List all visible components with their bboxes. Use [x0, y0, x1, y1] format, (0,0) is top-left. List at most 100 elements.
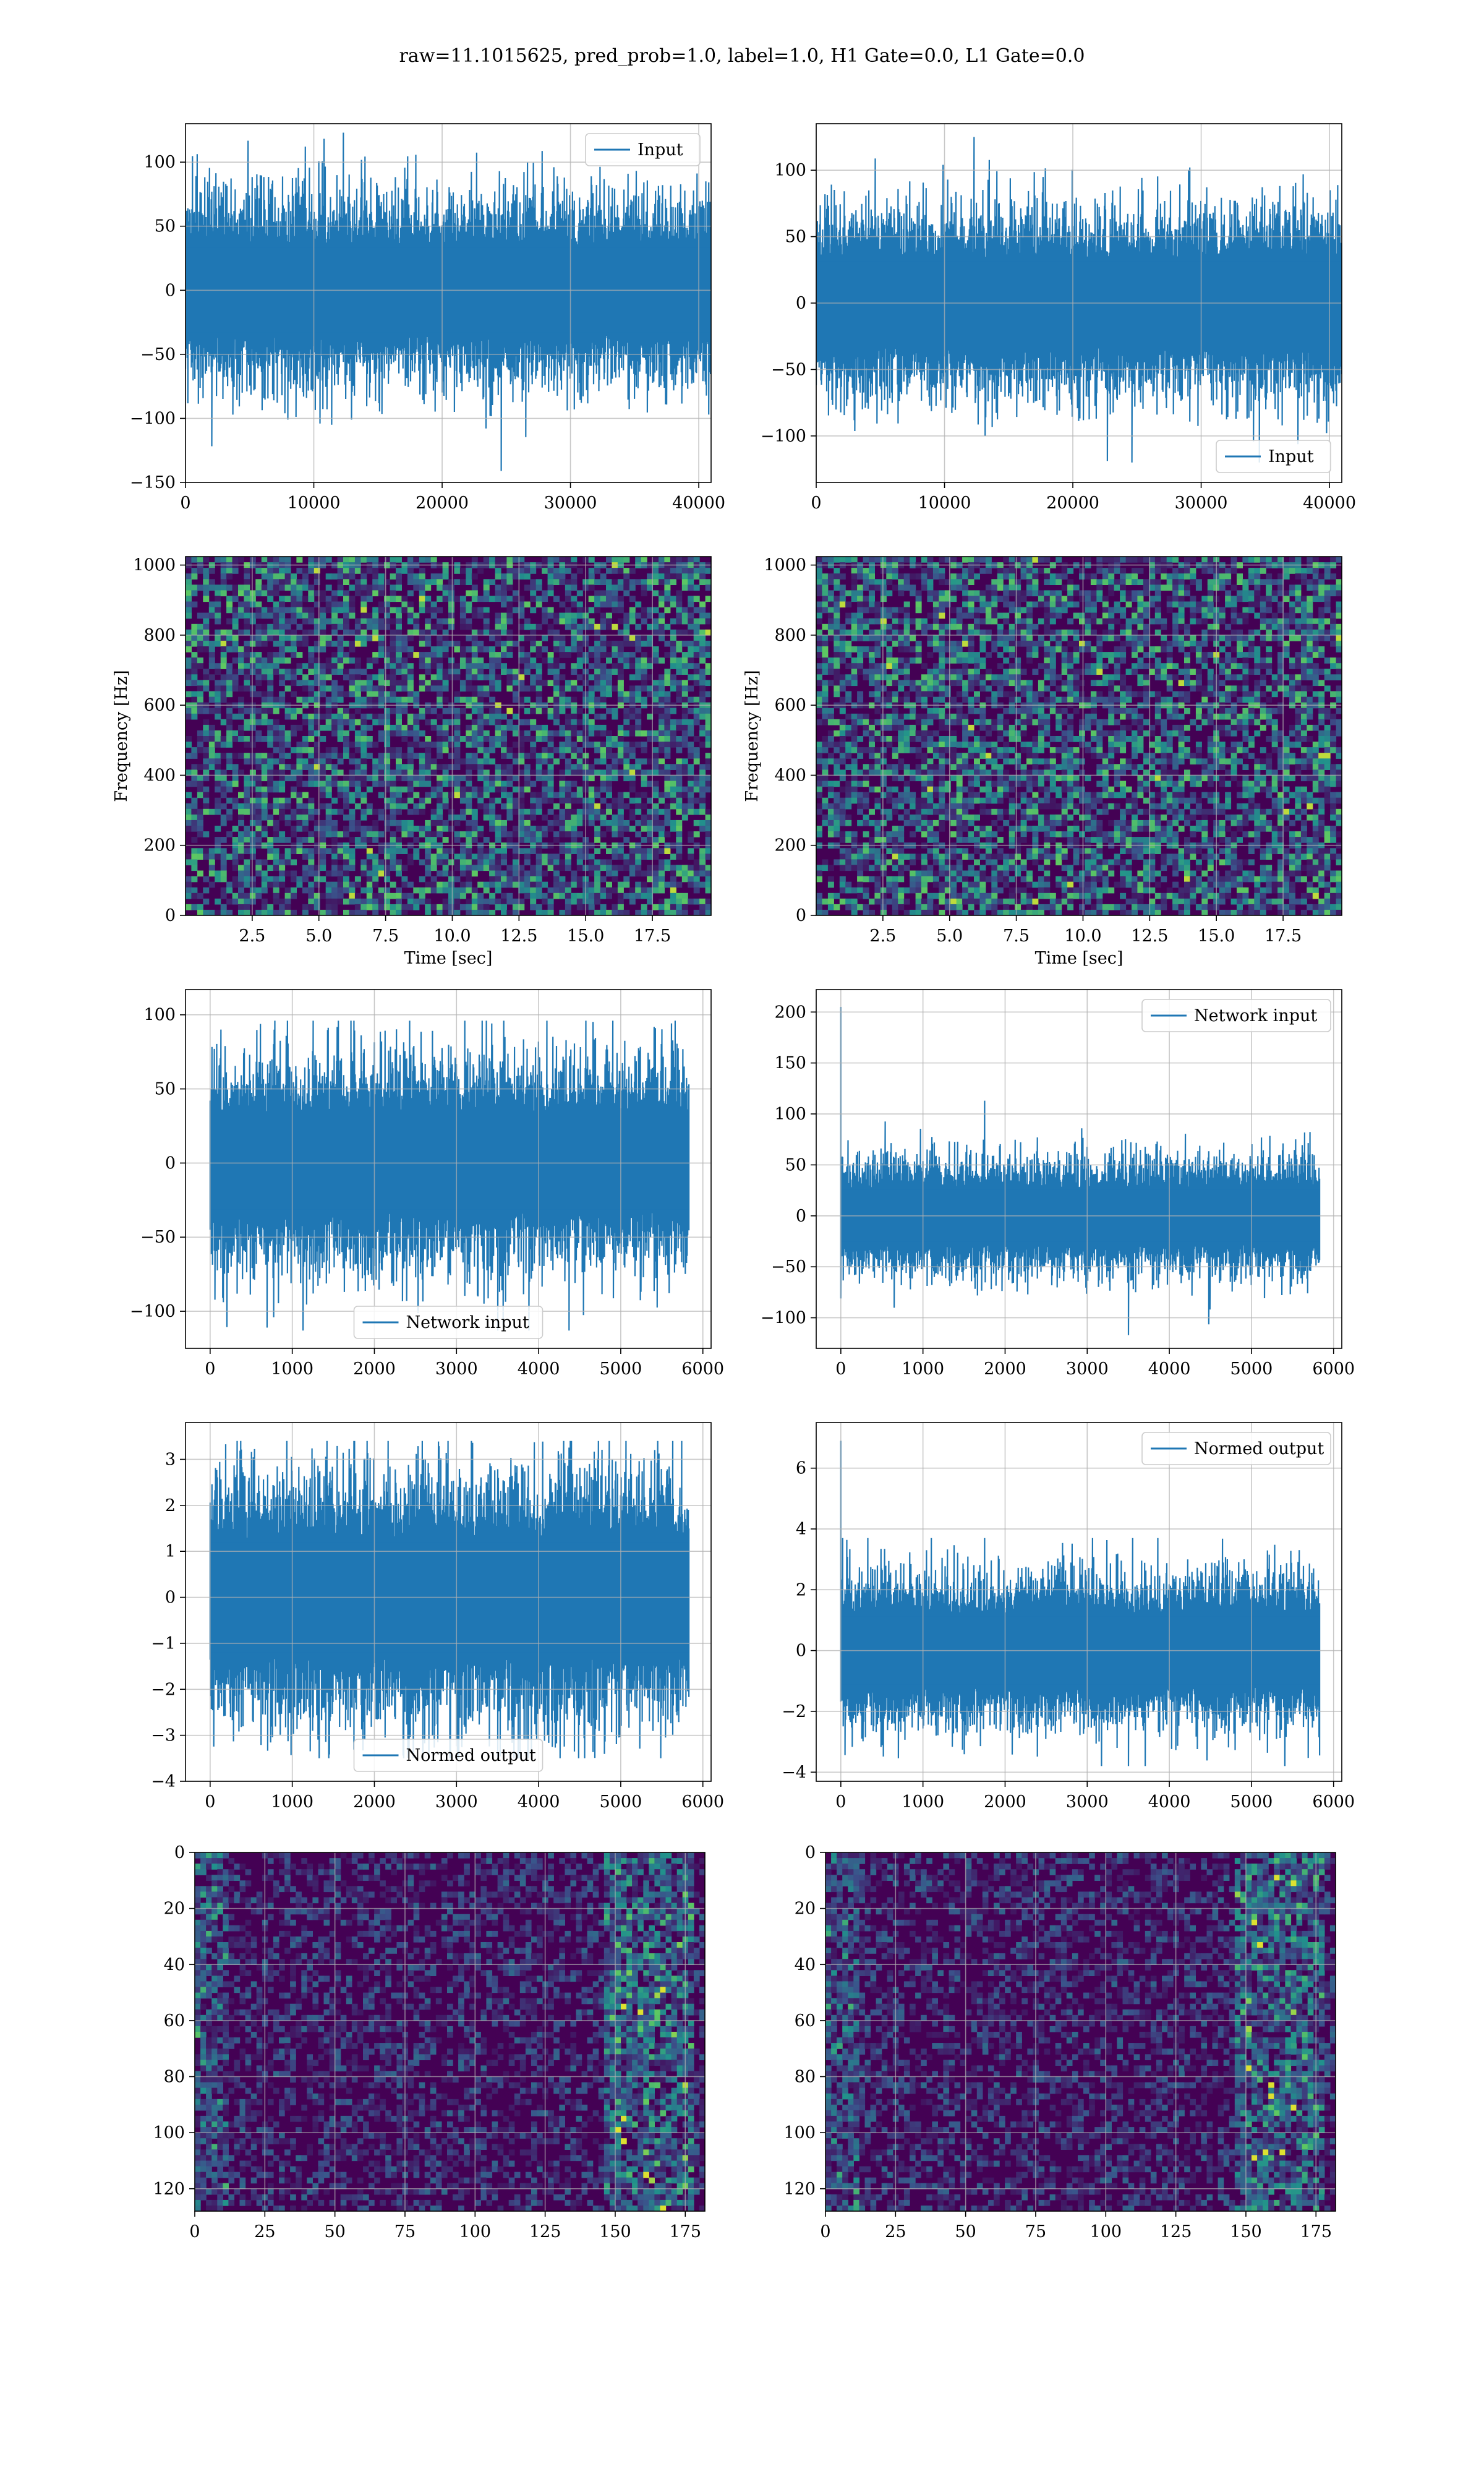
heatmap-cell	[647, 713, 654, 720]
heatmap-cell	[483, 848, 490, 854]
heatmap-cell	[647, 573, 654, 580]
heatmap-cell	[448, 590, 454, 597]
heatmap-cell	[471, 730, 478, 737]
heatmap-cell	[215, 758, 221, 764]
heatmap-cell	[273, 696, 279, 703]
heatmap-cell	[331, 652, 338, 658]
heatmap-cell	[822, 680, 829, 687]
heatmap-cell	[191, 629, 198, 636]
heatmap-cell	[670, 579, 676, 585]
heatmap-cell	[932, 708, 939, 714]
heatmap-cell	[915, 797, 922, 804]
heatmap-cell	[939, 803, 945, 810]
heatmap-cell	[238, 848, 244, 854]
heatmap-cell	[553, 596, 560, 602]
heatmap-cell	[401, 909, 408, 915]
heatmap-cell	[232, 657, 239, 664]
y-tick-label: 0	[165, 281, 176, 300]
heatmap-cell	[337, 758, 344, 764]
heatmap-cell	[705, 781, 711, 787]
heatmap-cell	[851, 747, 858, 753]
heatmap-cell	[880, 674, 887, 680]
heatmap-cell	[203, 854, 210, 860]
heatmap-cell	[249, 640, 256, 647]
heatmap-cell	[699, 696, 706, 703]
heatmap-cell	[471, 674, 478, 680]
heatmap-cell	[466, 826, 472, 832]
heatmap-cell	[874, 730, 881, 737]
heatmap-cell	[425, 663, 432, 669]
heatmap-cell	[915, 753, 922, 759]
heatmap-cell	[839, 854, 846, 860]
heatmap-cell	[384, 753, 391, 759]
heatmap-cell	[921, 898, 927, 905]
heatmap-cell	[220, 629, 227, 636]
heatmap-cell	[284, 854, 291, 860]
heatmap-cell	[647, 781, 654, 787]
heatmap-cell	[641, 607, 647, 614]
heatmap-cell	[337, 623, 344, 630]
heatmap-cell	[623, 730, 630, 737]
heatmap-cell	[705, 887, 711, 894]
heatmap-cell	[600, 814, 607, 821]
heatmap-cell	[659, 808, 665, 815]
heatmap-cell	[442, 708, 449, 714]
heatmap-cell	[186, 640, 192, 647]
heatmap-cell	[863, 848, 869, 854]
heatmap-cell	[845, 848, 852, 854]
heatmap-cell	[932, 808, 939, 815]
heatmap-cell	[186, 629, 192, 636]
heatmap-cell	[863, 876, 869, 883]
heatmap-cell	[390, 596, 396, 602]
heatmap-cell	[366, 663, 373, 669]
heatmap-cell	[617, 629, 624, 636]
heatmap-cell	[483, 629, 490, 636]
heatmap-cell	[291, 584, 297, 591]
heatmap-cell	[647, 730, 654, 737]
heatmap-cell	[576, 747, 583, 753]
heatmap-cell	[378, 601, 385, 608]
heatmap-cell	[670, 826, 676, 832]
heatmap-cell	[401, 764, 408, 770]
heatmap-cell	[442, 870, 449, 877]
heatmap-cell	[816, 680, 822, 687]
heatmap-cell	[623, 826, 630, 832]
heatmap-cell	[244, 640, 250, 647]
heatmap-cell	[635, 892, 642, 899]
heatmap-cell	[834, 797, 840, 804]
heatmap-cell	[261, 584, 268, 591]
heatmap-cell	[203, 887, 210, 894]
heatmap-cell	[279, 730, 286, 737]
heatmap-cell	[542, 797, 548, 804]
heatmap-cell	[606, 596, 612, 602]
heatmap-cell	[483, 623, 490, 630]
heatmap-cell	[693, 859, 700, 866]
heatmap-cell	[816, 758, 822, 764]
heatmap-cell	[600, 601, 607, 608]
heatmap-cell	[588, 685, 595, 692]
heatmap-cell	[705, 826, 711, 832]
heatmap-cell	[565, 652, 571, 658]
heatmap-cell	[892, 618, 898, 625]
heatmap-cell	[255, 674, 262, 680]
heatmap-cell	[437, 781, 443, 787]
heatmap-cell	[501, 892, 507, 899]
heatmap-cell	[471, 685, 478, 692]
heatmap-cell	[296, 557, 303, 563]
x-axis-label: Time [sec]	[404, 949, 493, 968]
heatmap-cell	[834, 596, 840, 602]
heatmap-cell	[261, 753, 268, 759]
heatmap-cell	[501, 909, 507, 915]
heatmap-cell	[927, 808, 934, 815]
heatmap-cell	[939, 557, 945, 563]
heatmap-cell	[571, 826, 578, 832]
heatmap-cell	[524, 876, 531, 883]
heatmap-cell	[932, 669, 939, 675]
heatmap-cell	[296, 708, 303, 714]
heatmap-cell	[378, 865, 385, 871]
heatmap-cell	[437, 573, 443, 580]
heatmap-cell	[349, 669, 356, 675]
heatmap-cell	[600, 859, 607, 866]
heatmap-cell	[659, 629, 665, 636]
heatmap-cell	[495, 797, 501, 804]
